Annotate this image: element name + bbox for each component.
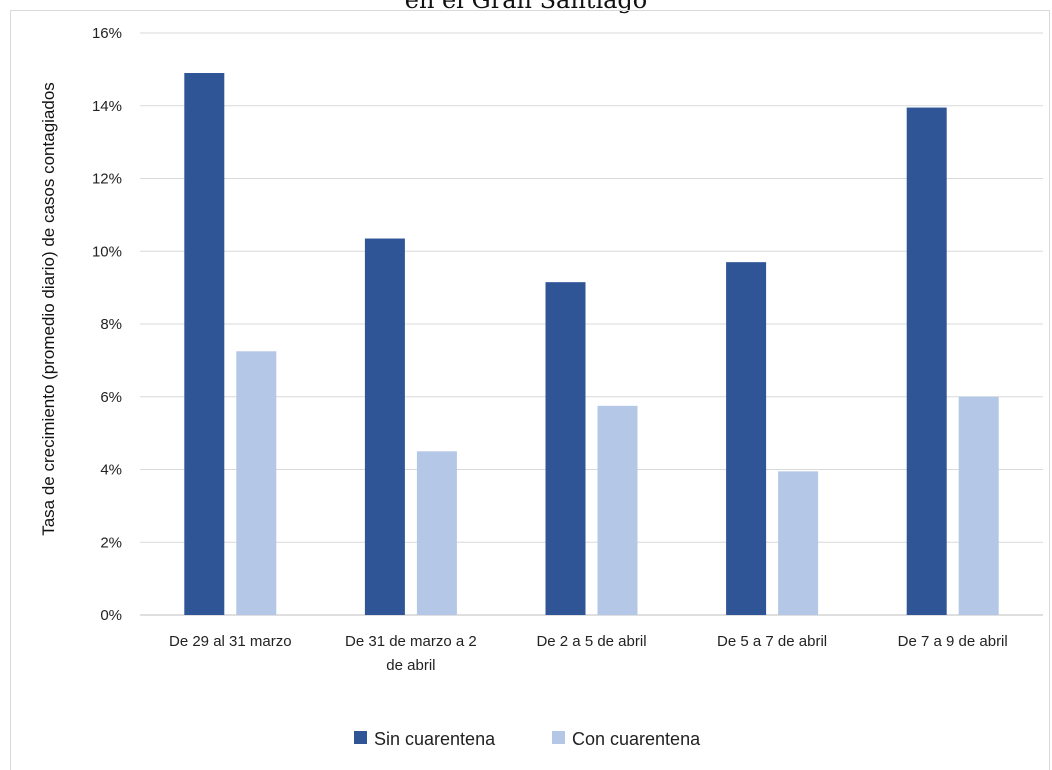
x-axis-categories: De 29 al 31 marzo De 31 de marzo a 2 de ab… [169,633,1008,674]
bar-con-cuarentena [416,451,457,615]
legend-swatch [354,731,367,744]
bar-sin-cuarentena [184,73,225,615]
y-tick-label: 16% [92,25,122,42]
y-axis-ticks: 0% 2% 4% 6% 8% 10% 12% 14% 16% [92,25,122,624]
bar-con-cuarentena [597,405,638,615]
bar-sin-cuarentena [726,262,767,615]
y-tick-label: 4% [100,462,122,479]
y-tick-label: 12% [92,171,122,188]
bar-sin-cuarentena [545,282,586,615]
bars [184,73,999,616]
x-category-label: De 31 de marzo a 2 de abril [345,633,477,674]
bar-con-cuarentena [236,351,277,615]
y-tick-label: 6% [100,389,122,406]
x-category-label: De 2 a 5 de abril [536,633,646,650]
gridlines [140,32,1043,616]
chart-frame [10,10,1050,770]
legend: Sin cuarentena Con cuarentena [354,729,701,749]
y-tick-label: 14% [92,98,122,115]
bar-con-cuarentena [958,396,999,615]
y-tick-label: 2% [100,534,122,551]
legend-label: Sin cuarentena [374,729,496,749]
y-tick-label: 10% [92,243,122,260]
y-axis-label: Tasa de crecimiento (promedio diario) de… [39,82,58,536]
legend-swatch [552,731,565,744]
y-tick-label: 0% [100,607,122,624]
x-category-label: De 7 a 9 de abril [898,633,1008,650]
x-category-label: De 5 a 7 de abril [717,633,827,650]
bar-sin-cuarentena [364,238,405,616]
bar-con-cuarentena [778,471,819,615]
y-tick-label: 8% [100,316,122,333]
x-category-label: De 29 al 31 marzo [169,633,292,650]
legend-label: Con cuarentena [572,729,701,749]
bar-sin-cuarentena [906,107,947,615]
